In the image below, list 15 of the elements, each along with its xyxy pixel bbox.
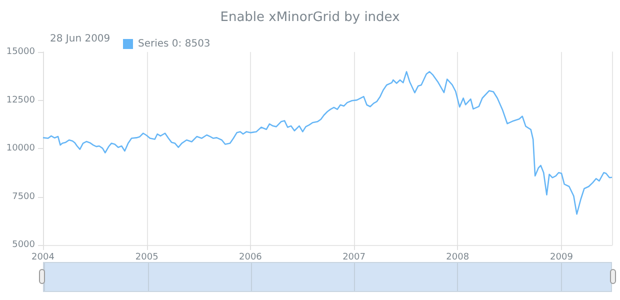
y-tick-label: 12500	[6, 95, 36, 106]
x-tick-label: 2004	[32, 252, 55, 262]
chart-title: Enable xMinorGrid by index	[220, 10, 400, 25]
y-tick-label: 7500	[12, 192, 36, 202]
y-tick-label: 15000	[6, 47, 36, 57]
y-tick-label: 5000	[12, 240, 36, 250]
x-tick-label: 2008	[446, 252, 470, 262]
text: 28 Jun 2009	[50, 34, 110, 44]
legend-label: Series 0: 8503	[138, 38, 210, 50]
line-series	[42, 71, 613, 215]
x-tick-label: 2009	[550, 252, 574, 262]
y-tick-label: 10000	[6, 144, 36, 154]
x-tick-label: 2005	[135, 252, 158, 262]
x-tick-label: 2006	[239, 252, 262, 262]
x-tick-label: 2007	[342, 252, 366, 262]
